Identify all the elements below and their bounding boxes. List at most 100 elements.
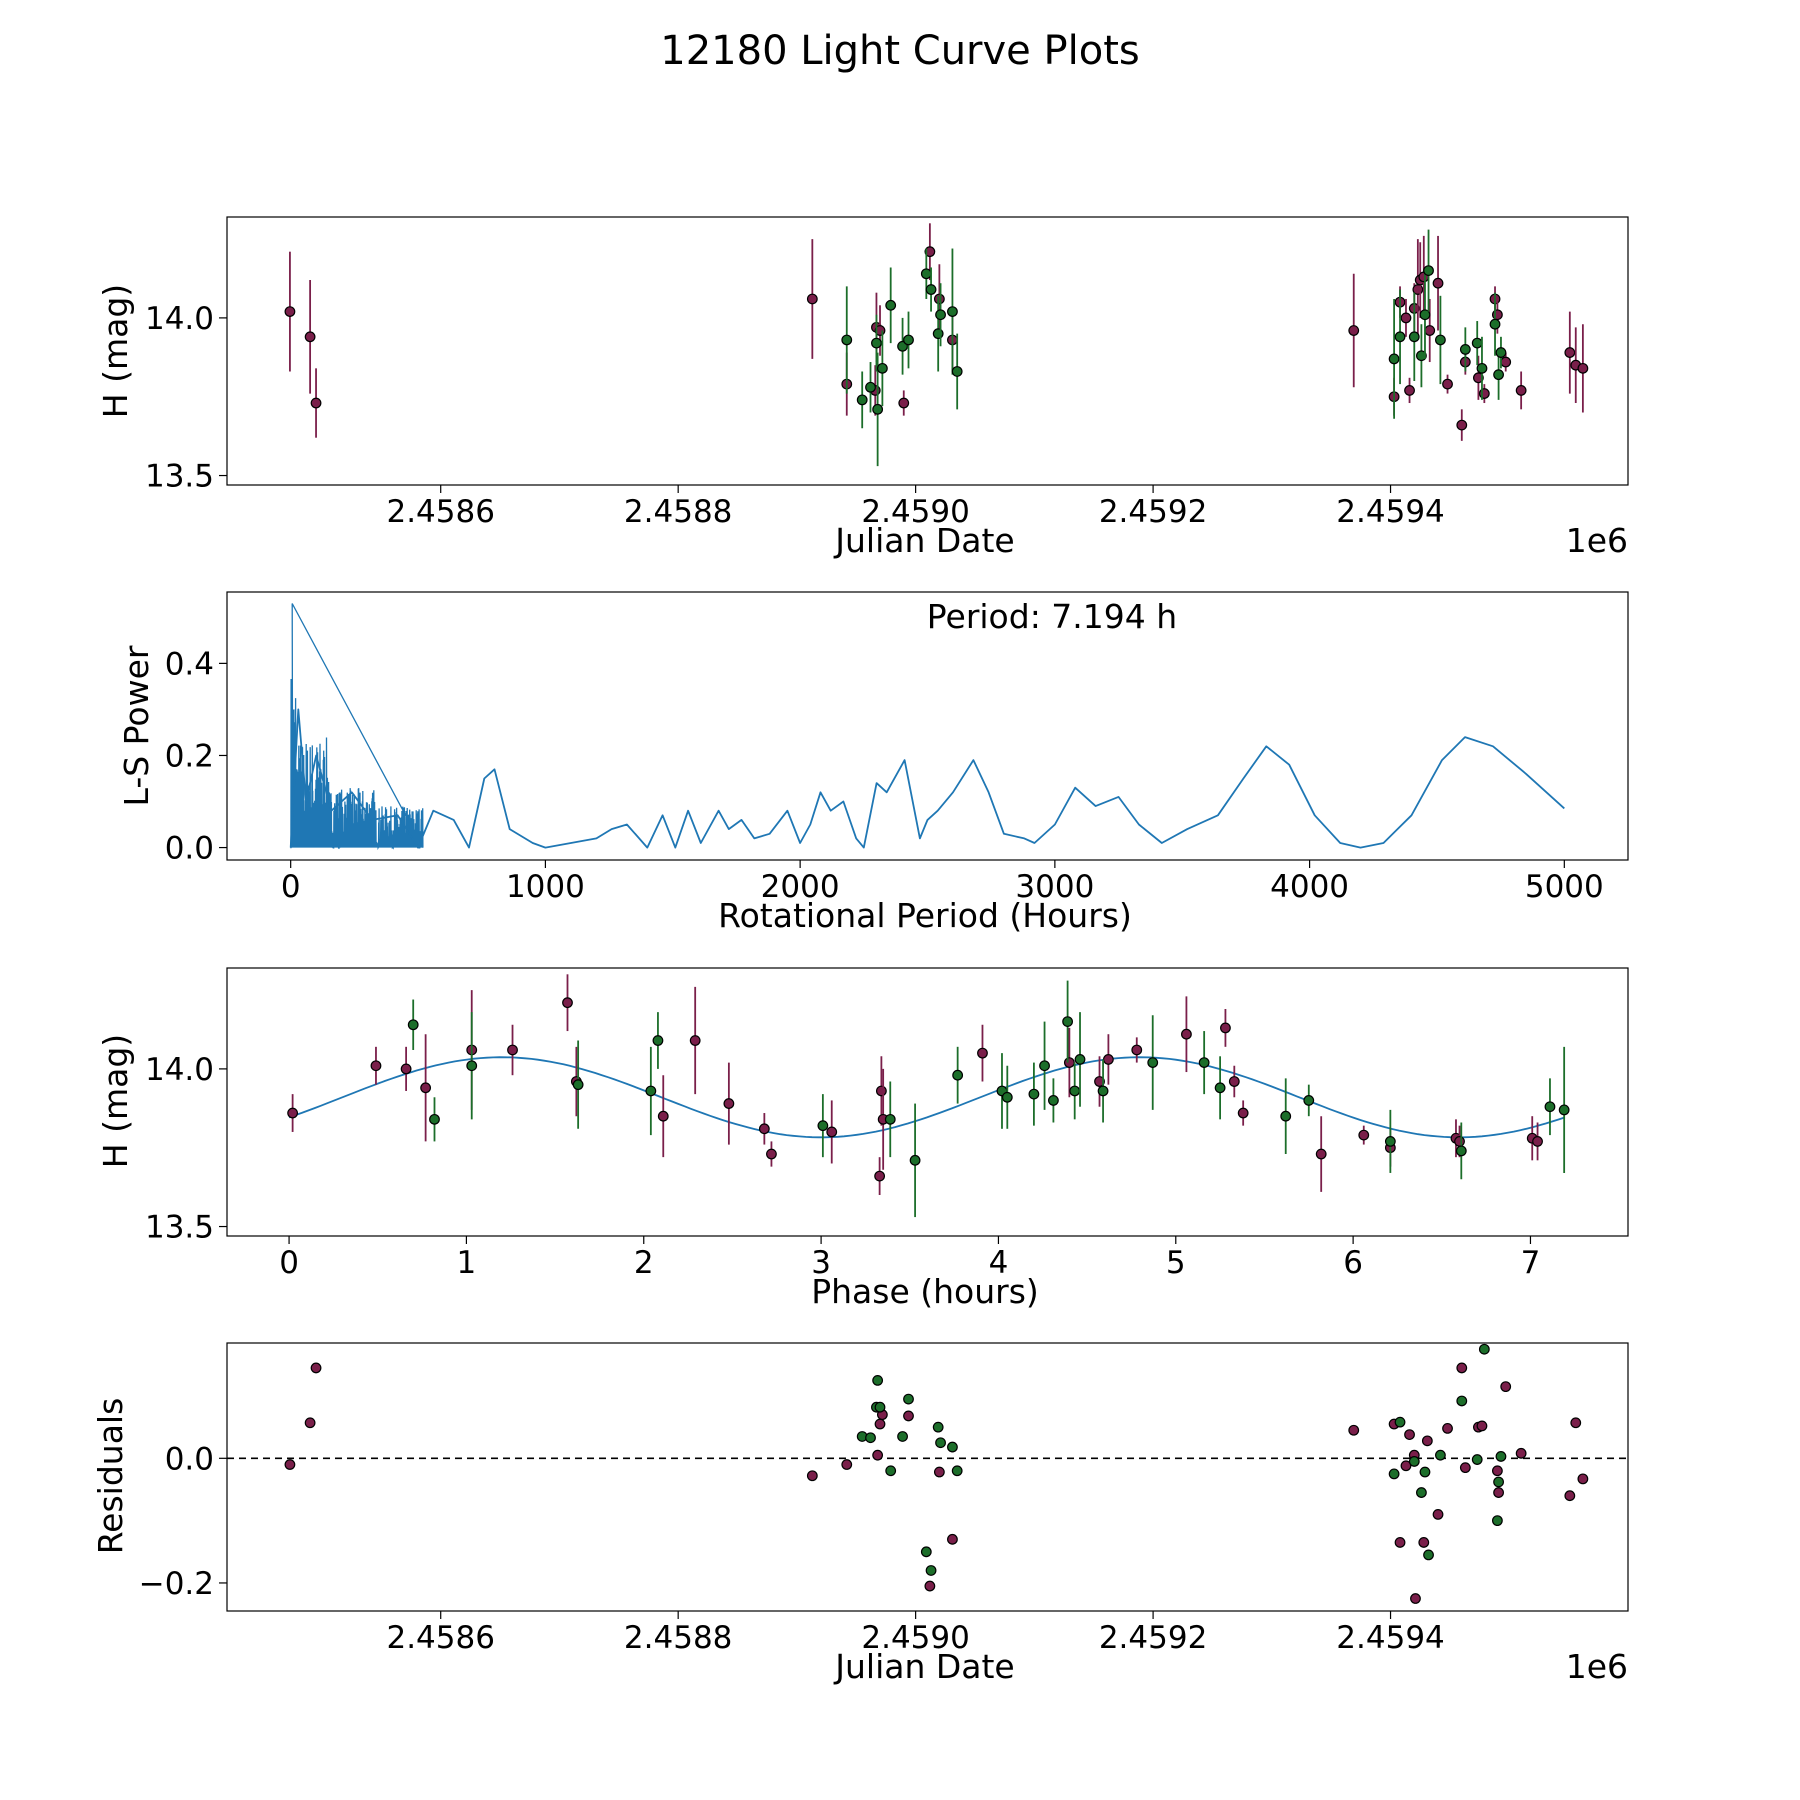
residuals-frame	[226, 1342, 1629, 1612]
green-point	[1423, 265, 1434, 277]
red-point	[1500, 1381, 1512, 1393]
phased-plot-area	[226, 967, 1629, 1237]
green-point	[909, 1154, 921, 1166]
green-point	[645, 1085, 657, 1097]
green-point	[874, 1401, 886, 1413]
red-point	[310, 1362, 322, 1374]
green-point	[920, 1546, 932, 1558]
lightcurve-plot-area	[226, 216, 1629, 486]
red-point	[1228, 1076, 1240, 1087]
red-point	[806, 1470, 818, 1482]
red-point	[1094, 1076, 1105, 1087]
red-point	[1577, 362, 1589, 374]
red-point	[1404, 385, 1415, 396]
phased-ylabel: H (mag)	[96, 1034, 135, 1168]
green-point	[932, 328, 944, 340]
residuals-offset-label: 1e6	[1566, 1647, 1628, 1686]
phased-frame	[226, 967, 1629, 1237]
x-tick-label: 3000	[1015, 869, 1094, 905]
red-point	[1456, 419, 1468, 431]
y-tick-label: 14.0	[145, 1052, 214, 1088]
red-point	[1491, 1465, 1503, 1477]
red-point	[1476, 1420, 1488, 1432]
red-point	[872, 1449, 884, 1461]
y-tick-label: 0.0	[165, 1441, 214, 1477]
red-series	[284, 1362, 1589, 1604]
red-point	[1063, 1057, 1075, 1068]
red-point	[1570, 1417, 1582, 1429]
green-point	[1423, 1549, 1434, 1561]
period-annotation: Period: 7.194 h	[927, 597, 1177, 636]
red-point	[806, 293, 818, 305]
green-point	[1028, 1088, 1040, 1100]
residuals-plot-area	[226, 1342, 1629, 1612]
figure-title: 12180 Light Curve Plots	[660, 28, 1139, 74]
x-tick-label: 3	[811, 1245, 831, 1281]
green-point	[925, 284, 937, 295]
y-tick-label: 13.5	[145, 1210, 214, 1246]
red-point	[933, 293, 945, 305]
red-point	[1400, 312, 1412, 324]
green-point	[1001, 1091, 1013, 1103]
y-tick-label: 14.0	[145, 301, 214, 337]
red-point	[304, 331, 316, 343]
red-point	[1500, 356, 1512, 368]
red-point	[898, 397, 910, 409]
red-point	[933, 1466, 945, 1478]
green-point	[1303, 1095, 1315, 1106]
red-point	[1237, 1107, 1249, 1119]
red-point	[310, 397, 322, 409]
red-point	[874, 1418, 886, 1430]
lightcurve-frame	[226, 216, 1629, 486]
x-tick-label: 2.4590	[861, 1620, 969, 1656]
red-point	[657, 1110, 669, 1122]
red-point	[1432, 1508, 1444, 1520]
green-point	[1456, 1395, 1468, 1407]
red-point	[689, 1035, 701, 1046]
periodogram-xlabel: Rotational Period (Hours)	[718, 896, 1132, 935]
x-tick-label: 2000	[761, 869, 840, 905]
red-point	[1473, 372, 1484, 384]
red-point	[1515, 1447, 1527, 1459]
green-point	[817, 1120, 829, 1132]
power-spikes	[290, 603, 424, 851]
red-point	[841, 1459, 853, 1470]
red-point	[1102, 1054, 1114, 1065]
x-tick-label: 2.4594	[1336, 494, 1444, 530]
periodogram-plot-area	[226, 591, 1629, 861]
green-point	[572, 1079, 584, 1091]
green-point	[1435, 334, 1446, 346]
red-point	[875, 1085, 887, 1097]
green-point	[903, 334, 914, 346]
green-point	[871, 337, 882, 349]
green-point	[952, 1069, 964, 1081]
red-point	[1442, 1422, 1453, 1434]
green-point	[1048, 1095, 1059, 1106]
lightcurve-ylabel: H (mag)	[96, 284, 135, 418]
green-point	[1495, 347, 1507, 358]
red-point	[507, 1044, 518, 1056]
green-point	[1198, 1057, 1210, 1068]
x-tick-label: 4	[989, 1245, 1009, 1281]
green-point	[1491, 1515, 1503, 1527]
green-point	[897, 1431, 908, 1442]
red-point	[304, 1417, 316, 1429]
red-point	[826, 1126, 838, 1138]
power-line	[289, 708, 1565, 849]
green-point	[903, 1393, 914, 1405]
green-point	[1435, 1449, 1446, 1461]
red-point	[1404, 1429, 1415, 1441]
x-tick-label: 2.4588	[624, 494, 732, 530]
green-point	[872, 1374, 884, 1386]
green-point	[1147, 1057, 1159, 1068]
residuals-panel: Julian Date Residuals 1e6 2.4586 2.4588 2.…	[91, 1342, 1629, 1686]
red-point	[1181, 1028, 1192, 1040]
red-point	[1515, 385, 1527, 396]
green-point	[1408, 331, 1420, 343]
green-point	[885, 299, 897, 311]
green-point	[1394, 331, 1406, 343]
green-point	[947, 1441, 958, 1453]
phased-xlabel: Phase (hours)	[811, 1272, 1039, 1311]
green-point	[429, 1113, 440, 1125]
green-point	[951, 366, 963, 377]
